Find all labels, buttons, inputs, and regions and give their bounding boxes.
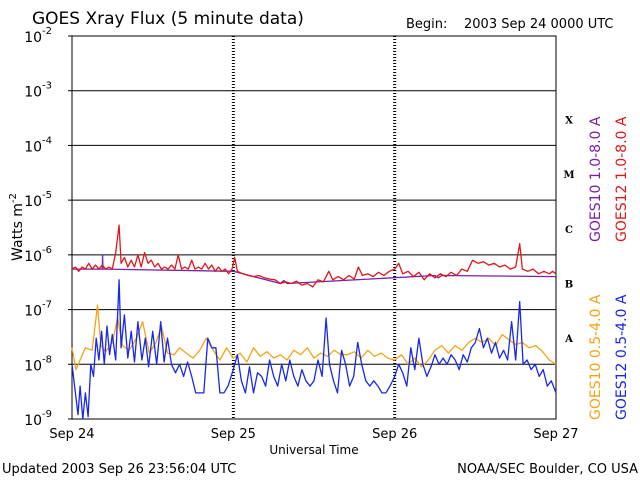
begin-label: Begin: xyxy=(406,17,447,32)
flare-class-a: A xyxy=(564,334,573,345)
y-tick-labels: 10-210-310-410-510-610-710-810-9 xyxy=(24,26,72,429)
day-tick-marks xyxy=(231,36,397,419)
credit-text: NOAA/SEC Boulder, CO USA xyxy=(457,462,638,477)
y-tick-label-7: 10-9 xyxy=(24,409,52,429)
x-tick-label-3: Sep 27 xyxy=(533,427,578,442)
y-tick-base-7: 10 xyxy=(24,413,42,429)
y-tick-label-1: 10-3 xyxy=(24,81,52,101)
legend-short-entry-1: GOES12 0.5-4.0 A xyxy=(614,294,630,420)
flare-class-m: M xyxy=(563,170,574,181)
y-tick-base-6: 10 xyxy=(24,358,42,374)
flare-class-b: B xyxy=(565,279,573,290)
legend-long-entry-1: GOES12 1.0-8.0 A xyxy=(614,116,630,242)
series-line-3 xyxy=(71,224,557,288)
y-tick-exp-5: -7 xyxy=(42,300,52,311)
x-tick-labels: Sep 24 Sep 25 Sep 26 Sep 27 xyxy=(49,427,578,442)
legend-long-entry-0: GOES10 1.0-8.0 A xyxy=(588,116,604,242)
y-tick-label-5: 10-7 xyxy=(24,300,52,320)
y-tick-exp-4: -6 xyxy=(42,245,52,256)
y-tick-base-4: 10 xyxy=(24,249,42,265)
updated-timestamp: Updated 2003 Sep 26 23:56:04 UTC xyxy=(2,462,236,477)
series-line-0 xyxy=(71,304,557,371)
x-tick-label-1: Sep 25 xyxy=(211,427,256,442)
y-tick-exp-6: -8 xyxy=(42,354,52,365)
flare-class-x: X xyxy=(565,115,573,126)
flare-class-c: C xyxy=(565,225,573,236)
legend-short-channel: GOES10 0.5-4.0 A GOES12 0.5-4.0 A xyxy=(588,294,630,420)
y-tick-base-5: 10 xyxy=(24,304,42,320)
y-tick-label-4: 10-6 xyxy=(24,245,52,265)
y-tick-exp-1: -3 xyxy=(42,81,52,92)
y-tick-label-3: 10-5 xyxy=(24,190,52,210)
y-tick-exp-2: -4 xyxy=(42,135,52,146)
chart-title: GOES Xray Flux (5 minute data) xyxy=(32,9,304,29)
x-axis-label: Universal Time xyxy=(269,443,358,457)
y-tick-base-2: 10 xyxy=(24,139,42,155)
legend-short-entry-0: GOES10 0.5-4.0 A xyxy=(588,294,604,420)
y-tick-exp-0: -2 xyxy=(42,26,52,37)
y-tick-base-1: 10 xyxy=(24,85,42,101)
flare-class-labels: X M C B A xyxy=(563,115,574,345)
gridlines xyxy=(72,90,556,365)
y-tick-base-3: 10 xyxy=(24,194,42,210)
legend-long-channel: GOES10 1.0-8.0 A GOES12 1.0-8.0 A xyxy=(588,116,630,242)
y-axis-label: Watts m-2 xyxy=(8,193,26,261)
y-axis-label-group: Watts m-2 xyxy=(8,193,26,261)
series-line-2 xyxy=(72,254,557,285)
begin-value: 2003 Sep 24 0000 UTC xyxy=(464,17,614,32)
x-tick-label-2: Sep 26 xyxy=(372,427,417,442)
y-tick-base-0: 10 xyxy=(24,30,42,46)
y-tick-label-2: 10-4 xyxy=(24,135,52,155)
x-tick-label-0: Sep 24 xyxy=(49,427,94,442)
y-tick-exp-3: -5 xyxy=(42,190,52,201)
y-axis-label-exp: -2 xyxy=(8,193,19,203)
plot-frame xyxy=(71,35,557,420)
y-tick-label-6: 10-8 xyxy=(24,354,52,374)
series-line-1 xyxy=(71,279,557,420)
series-lines xyxy=(71,224,557,420)
y-axis-label-base: Watts m xyxy=(10,203,26,261)
y-tick-label-0: 10-2 xyxy=(24,26,52,46)
y-tick-exp-7: -9 xyxy=(42,409,52,420)
